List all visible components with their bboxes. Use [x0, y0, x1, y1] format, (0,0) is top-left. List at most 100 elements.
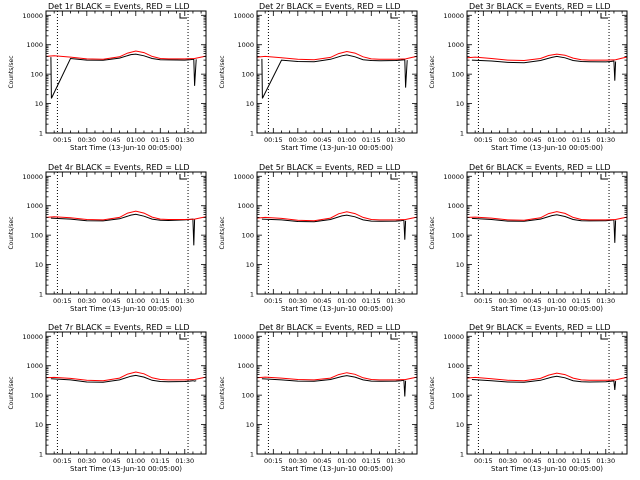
lld-series-line — [46, 371, 206, 382]
y-tick-label: 1000 — [447, 362, 464, 370]
y-tick-label: 1000 — [237, 202, 254, 210]
y-axis-label: Counts/sec — [219, 216, 226, 249]
y-tick-label: 1000 — [26, 202, 43, 210]
chart-title: Det 7r BLACK = Events, RED = LLD — [48, 323, 190, 332]
x-tick-label: 00:30 — [288, 457, 307, 465]
x-tick-label: 01:30 — [175, 136, 194, 144]
step-marker — [179, 13, 187, 19]
y-tick-label: 10 — [246, 261, 254, 269]
x-tick-label: 01:30 — [386, 457, 405, 465]
events-series-line — [50, 53, 197, 99]
lld-series-line — [467, 211, 627, 221]
step-marker — [600, 174, 608, 180]
step-marker — [179, 334, 187, 340]
chart-panel: Det 4r BLACK = Events, RED = LLD 1 10 100 10… — [8, 163, 207, 313]
step-marker — [390, 174, 398, 180]
events-series-line — [261, 214, 407, 240]
step-marker — [600, 13, 608, 19]
y-tick-label: 1000 — [237, 41, 254, 49]
lld-series-line — [467, 372, 627, 382]
y-tick-label: 10000 — [233, 333, 254, 341]
y-axis-label: Counts/sec — [219, 376, 226, 409]
chart-title: Det 1r BLACK = Events, RED = LLD — [48, 2, 190, 11]
chart-title: Det 5r BLACK = Events, RED = LLD — [259, 163, 401, 172]
x-tick-label: 00:15 — [53, 457, 72, 465]
y-tick-label: 100 — [31, 232, 43, 240]
y-tick-label: 1000 — [237, 362, 254, 370]
y-tick-label: 10000 — [22, 333, 43, 341]
x-tick-label: 00:30 — [77, 297, 96, 305]
y-tick-label: 10 — [35, 261, 43, 269]
y-tick-label: 10000 — [22, 12, 43, 20]
x-tick-label: 00:30 — [77, 136, 96, 144]
x-tick-label: 00:45 — [313, 297, 332, 305]
x-tick-label: 01:30 — [596, 457, 615, 465]
x-tick-label: 00:15 — [474, 297, 493, 305]
x-tick-label: 01:00 — [547, 457, 566, 465]
chart-panel: Det 8r BLACK = Events, RED = LLD 1 10 100 10… — [219, 323, 418, 473]
y-tick-label: 100 — [31, 71, 43, 79]
x-axis-label: Start Time (13-Jun-10 00:05:00) — [281, 305, 393, 313]
plot-frame — [45, 10, 207, 134]
y-tick-label: 1000 — [26, 41, 43, 49]
x-tick-label: 00:45 — [523, 136, 542, 144]
x-tick-label: 00:15 — [474, 136, 493, 144]
events-series-line — [50, 213, 196, 246]
events-series-line — [261, 375, 407, 397]
y-tick-label: 10 — [246, 100, 254, 108]
step-marker — [390, 13, 398, 19]
y-tick-label: 10000 — [443, 333, 464, 341]
y-tick-label: 1 — [460, 451, 464, 459]
x-tick-label: 01:15 — [362, 457, 381, 465]
x-tick-label: 01:30 — [596, 136, 615, 144]
chart-panel: Det 3r BLACK = Events, RED = LLD 1 10 100 10… — [429, 2, 628, 152]
x-tick-label: 00:45 — [523, 457, 542, 465]
x-axis-label: Start Time (13-Jun-10 00:05:00) — [491, 144, 603, 152]
x-tick-label: 00:30 — [77, 457, 96, 465]
y-tick-label: 10000 — [443, 12, 464, 20]
y-axis-label: Counts/sec — [219, 55, 226, 88]
chart-title: Det 3r BLACK = Events, RED = LLD — [469, 2, 611, 11]
x-axis-label: Start Time (13-Jun-10 00:05:00) — [70, 144, 182, 152]
x-tick-label: 01:00 — [547, 297, 566, 305]
y-tick-label: 10000 — [233, 12, 254, 20]
x-tick-label: 01:00 — [337, 457, 356, 465]
y-tick-label: 1000 — [447, 41, 464, 49]
y-tick-label: 100 — [452, 232, 464, 240]
plot-frame — [45, 331, 207, 455]
chart-panel: Det 2r BLACK = Events, RED = LLD 1 10 100 10… — [219, 2, 418, 152]
y-tick-label: 10000 — [233, 173, 254, 181]
x-tick-label: 00:30 — [498, 136, 517, 144]
chart-title: Det 4r BLACK = Events, RED = LLD — [48, 163, 190, 172]
y-tick-label: 10 — [456, 421, 464, 429]
events-series-line — [261, 54, 408, 99]
chart-title: Det 9r BLACK = Events, RED = LLD — [469, 323, 611, 332]
x-tick-label: 01:00 — [547, 136, 566, 144]
y-tick-label: 100 — [242, 392, 254, 400]
plot-frame — [466, 10, 628, 134]
x-tick-label: 01:30 — [596, 297, 615, 305]
y-tick-label: 10 — [35, 100, 43, 108]
x-axis-label: Start Time (13-Jun-10 00:05:00) — [491, 465, 603, 473]
events-series-line — [471, 55, 617, 81]
y-axis-label: Counts/sec — [8, 376, 15, 409]
x-tick-label: 01:00 — [337, 297, 356, 305]
y-tick-label: 100 — [452, 392, 464, 400]
x-tick-label: 00:15 — [53, 297, 72, 305]
chart-panel: Det 9r BLACK = Events, RED = LLD 1 10 100 10… — [429, 323, 628, 473]
y-axis-label: Counts/sec — [8, 216, 15, 249]
y-tick-label: 1 — [39, 130, 43, 138]
x-tick-label: 00:30 — [288, 297, 307, 305]
x-tick-label: 00:30 — [498, 297, 517, 305]
x-tick-label: 01:15 — [151, 136, 170, 144]
x-tick-label: 01:00 — [337, 136, 356, 144]
chart-panel: Det 7r BLACK = Events, RED = LLD 1 10 100 10… — [8, 323, 207, 473]
x-tick-label: 00:45 — [102, 457, 121, 465]
x-axis-label: Start Time (13-Jun-10 00:05:00) — [491, 305, 603, 313]
x-tick-label: 00:45 — [102, 136, 121, 144]
events-series-line — [471, 214, 617, 243]
plot-frame — [256, 171, 418, 295]
plot-frame — [45, 171, 207, 295]
y-tick-label: 10000 — [443, 173, 464, 181]
x-tick-label: 01:30 — [386, 136, 405, 144]
